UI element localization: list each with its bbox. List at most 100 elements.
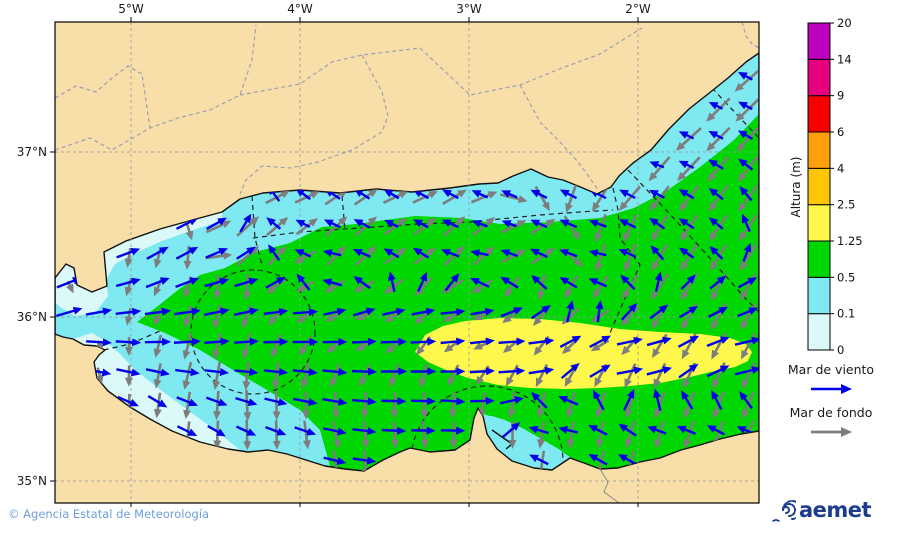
swell-arrow <box>183 391 192 420</box>
swell-arrow <box>300 362 310 389</box>
wind-sea-arrow <box>293 397 318 406</box>
wind-sea-arrow <box>352 249 371 258</box>
wind-sea-arrow <box>617 454 637 466</box>
swell-arrow <box>324 189 349 206</box>
wind-sea-arrow <box>500 276 519 289</box>
swell-arrow <box>470 191 498 204</box>
wind-sea-arrow <box>175 277 200 288</box>
swell-arrow <box>448 392 457 419</box>
swell-arrow <box>648 156 671 182</box>
swell-arrow <box>442 189 467 205</box>
swell-arrow <box>236 216 260 237</box>
wind-sea-arrow <box>592 389 605 411</box>
wind-sea-arrow <box>616 336 643 346</box>
wind-sea-arrow <box>239 213 252 233</box>
wind-sea-arrow <box>741 213 751 232</box>
swell-arrow <box>413 247 436 265</box>
wind-sea-arrow <box>646 366 673 376</box>
zone-boundary-circle <box>190 269 316 395</box>
wind-sea-arrow <box>173 337 201 346</box>
x-tick-label: 3°W <box>456 2 482 16</box>
wind-sea-arrow <box>146 246 169 260</box>
swell-arrow <box>566 420 575 449</box>
wind-sea-arrow <box>471 219 488 228</box>
wind-sea-arrow <box>144 307 171 316</box>
wind-sea-arrow <box>323 307 347 316</box>
wind-sea-arrow <box>708 102 724 110</box>
wind-sea-arrow <box>470 249 489 258</box>
swell-arrow <box>654 420 665 450</box>
province-border <box>741 22 759 49</box>
colorbar-title: Altura (m) <box>789 156 803 217</box>
wind-sea-arrow <box>322 397 348 406</box>
wind-sea-arrow <box>351 367 378 376</box>
wind-sea-arrow <box>530 219 548 229</box>
country-border <box>599 468 621 503</box>
swell-arrow <box>355 245 377 266</box>
wind-sea-arrow <box>353 219 371 229</box>
swell-arrow <box>182 332 193 360</box>
wind-sea-arrow <box>234 277 259 288</box>
wind-sea-arrow <box>441 219 459 229</box>
wind-sea-arrow <box>353 307 376 317</box>
swell-arrow <box>389 363 400 388</box>
swell-arrow <box>680 214 699 242</box>
colorbar-segment <box>807 58 831 97</box>
wind-sea-arrow <box>322 278 343 287</box>
wind-sea-arrow <box>620 274 636 291</box>
wind-sea-arrow <box>618 249 637 258</box>
wind-sea-arrow <box>734 366 759 376</box>
wind-sea-arrow <box>742 242 752 262</box>
wind-sea-arrow <box>263 367 289 376</box>
swell-arrow <box>95 367 104 385</box>
wind-sea-arrow <box>709 275 727 290</box>
wind-sea-arrow <box>380 337 408 346</box>
colorbar-tick-label: 20 <box>837 16 852 30</box>
wind-sea-arrow <box>295 188 311 201</box>
swell-arrow <box>472 217 496 237</box>
wind-sea-arrow <box>559 219 578 229</box>
swell-arrow <box>353 280 375 293</box>
swell-arrow <box>595 421 605 449</box>
swell-arrow <box>242 361 251 391</box>
swell-arrow <box>243 389 252 422</box>
swell-arrow <box>325 216 348 237</box>
colorbar-segment <box>807 95 831 133</box>
wind-sea-arrow <box>294 249 312 258</box>
wind-sea-arrow <box>352 337 377 346</box>
swell-arrow <box>295 218 318 236</box>
swell-arrow <box>565 184 578 213</box>
wind-sea-arrow <box>678 247 695 259</box>
wind-sea-arrow <box>706 425 725 436</box>
wind-sea-arrow <box>678 160 695 169</box>
colorbar-segment <box>807 131 831 169</box>
wind-sea-arrow <box>588 249 607 258</box>
colorbar-segment <box>807 313 831 351</box>
axes: 5°W 4°W 3°W 2°W 37°N 36°N 35°N <box>17 2 760 507</box>
swell-arrow <box>734 68 759 92</box>
wind-sea-arrow <box>737 307 759 318</box>
wind-sea-arrow <box>116 247 141 259</box>
wind-sea-arrow <box>56 306 83 318</box>
swell-arrow <box>706 126 731 152</box>
swell-arrow <box>153 334 163 358</box>
wind-sea-arrow <box>205 248 228 259</box>
swell-arrow <box>566 392 576 419</box>
wind-sea-arrow <box>353 188 371 200</box>
wind-sea-arrow <box>708 187 724 201</box>
swell-arrow <box>153 307 164 326</box>
wind-sea-arrow <box>176 425 198 436</box>
colorbar-tick-label: 0.1 <box>837 307 855 321</box>
wind-sea-arrow <box>175 246 199 260</box>
wind-sea-arrow <box>646 336 672 347</box>
wind-sea-arrow <box>411 397 436 406</box>
swell-arrow <box>595 243 607 272</box>
swell-arrow <box>624 450 636 471</box>
colorbar: 0 0.1 0.5 1.25 2.5 4 6 9 14 20 <box>807 16 863 357</box>
wind-sea-arrow <box>618 219 637 229</box>
swell-arrow <box>595 450 605 471</box>
wind-sea-arrow <box>501 220 517 228</box>
province-border <box>519 84 599 191</box>
wind-sea-arrow <box>498 367 526 376</box>
colorbar-segment <box>807 22 831 60</box>
